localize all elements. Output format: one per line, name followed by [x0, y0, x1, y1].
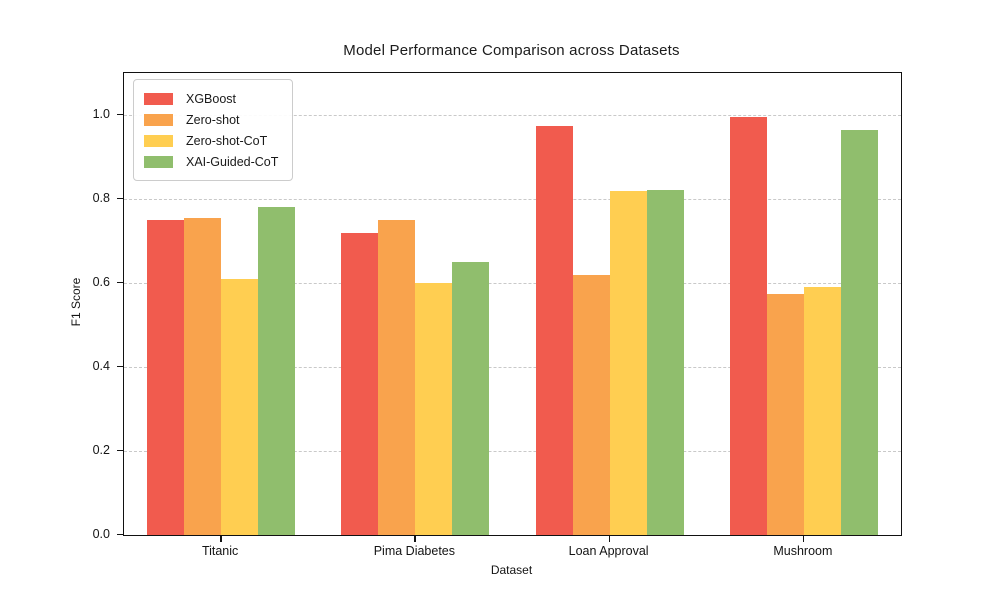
x-tick-label: Titanic	[201, 544, 239, 558]
legend-swatch	[144, 92, 173, 105]
bar-zero-shot-cot-titanic	[221, 278, 259, 535]
bar-zero-shot-cot-pima-diabetes	[415, 283, 453, 535]
bar-zero-shot-pima-diabetes	[378, 220, 416, 535]
x-tick-label: Loan Approval	[568, 544, 649, 558]
legend-item: XAI-Guided-CoT	[144, 151, 278, 172]
y-tick-label: 1.0	[92, 107, 110, 121]
plot-area: XGBoost Zero-shot Zero-shot-CoT XAI-Guided-…	[123, 72, 902, 536]
x-axis-label: Dataset	[490, 563, 533, 577]
y-tick-mark	[117, 114, 123, 116]
chart-title: Model Performance Comparison across Data…	[343, 42, 680, 59]
y-tick-mark	[117, 366, 123, 368]
bar-zero-shot-cot-loan-approval	[609, 190, 647, 535]
y-tick-label: 0.0	[92, 527, 110, 541]
bar-xai-guided-cot-loan-approval	[646, 189, 684, 535]
y-tick-mark	[117, 450, 123, 452]
y-tick-label: 0.6	[92, 275, 110, 289]
bar-xai-guided-cot-pima-diabetes	[452, 262, 490, 535]
legend-label: XAI-Guided-CoT	[186, 154, 279, 169]
legend: XGBoost Zero-shot Zero-shot-CoT XAI-Guided-…	[133, 79, 294, 181]
y-tick-mark	[117, 198, 123, 200]
bar-zero-shot-cot-mushroom	[803, 287, 841, 535]
legend-swatch	[144, 113, 173, 126]
bar-xgboost-loan-approval	[535, 125, 573, 535]
bar-xgboost-mushroom	[729, 117, 767, 535]
legend-label: XGBoost	[186, 91, 237, 106]
bar-xai-guided-cot-mushroom	[840, 129, 878, 535]
x-tick-mark	[802, 535, 805, 542]
legend-swatch	[144, 155, 173, 168]
gridline	[124, 367, 901, 368]
x-tick-label: Pima Diabetes	[373, 544, 456, 558]
y-tick-label: 0.2	[92, 443, 110, 457]
legend-item: XGBoost	[144, 88, 278, 109]
y-tick-label: 0.8	[92, 191, 110, 205]
legend-item: Zero-shot	[144, 109, 278, 130]
bar-zero-shot-mushroom	[766, 293, 804, 535]
bar-zero-shot-titanic	[184, 217, 222, 535]
gridline	[124, 199, 901, 200]
legend-swatch	[144, 134, 173, 147]
x-tick-mark	[608, 535, 611, 542]
y-tick-label: 0.4	[92, 359, 110, 373]
bar-xai-guided-cot-titanic	[258, 207, 296, 535]
y-tick-mark	[117, 534, 123, 536]
y-tick-mark	[117, 282, 123, 284]
gridline	[124, 283, 901, 284]
gridline	[124, 451, 901, 452]
x-tick-mark	[220, 535, 222, 542]
bar-xgboost-titanic	[147, 220, 185, 535]
legend-items: XGBoost Zero-shot Zero-shot-CoT XAI-Guided-…	[144, 88, 278, 172]
x-tick-mark	[414, 535, 416, 542]
legend-label: Zero-shot-CoT	[186, 133, 268, 148]
bar-xgboost-pima-diabetes	[341, 232, 379, 535]
y-axis-label: F1 Score	[69, 277, 83, 327]
legend-item: Zero-shot-CoT	[144, 130, 278, 151]
gridline	[124, 115, 901, 116]
x-tick-label: Mushroom	[773, 544, 833, 558]
bar-zero-shot-loan-approval	[572, 274, 610, 535]
legend-label: Zero-shot	[186, 112, 240, 127]
